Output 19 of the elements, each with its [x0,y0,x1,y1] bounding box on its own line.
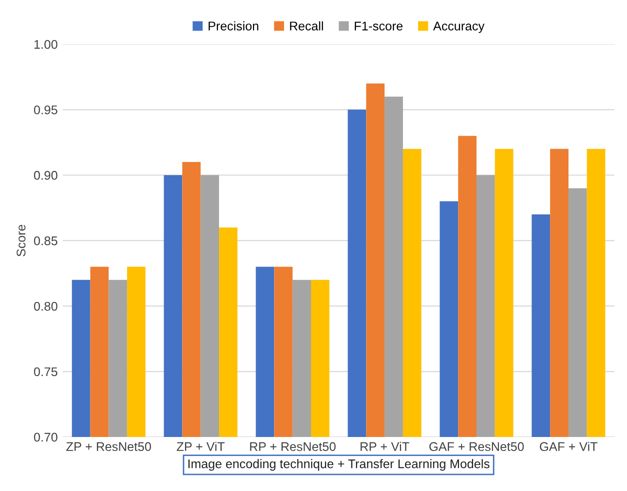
y-tick-label: 0.80 [34,302,58,311]
x-axis-title: Image encoding technique + Transfer Learning Models [188,459,490,471]
y-tick-label: 0.95 [34,105,58,114]
x-tick-label: ZP + ViT [176,442,225,451]
x-tick-label: RP + ResNet50 [250,442,336,452]
x-tick-label: ZP + ResNet50 [66,442,151,452]
x-tick-label: GAF + ViT [540,442,598,452]
y-axis-title: Score [16,224,26,256]
x-tick-label: GAF + ResNet50 [429,442,524,452]
legend-label: Recall [290,21,323,30]
legend-label: Accuracy [433,22,484,33]
legend-label: Precision [208,21,258,30]
y-tick-label: 0.85 [34,236,58,246]
legend-label: F1-score [354,22,403,30]
y-tick-label: 0.75 [34,367,58,376]
y-tick-label: 0.90 [34,170,58,180]
y-tick-label: 0.70 [34,432,58,442]
x-tick-label: RP + ViT [360,442,410,451]
y-tick-label: 1.00 [34,40,58,49]
